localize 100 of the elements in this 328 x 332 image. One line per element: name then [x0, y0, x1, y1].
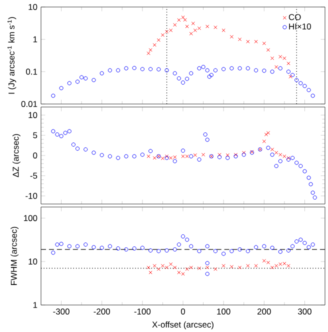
point [51, 129, 56, 134]
point [302, 169, 307, 174]
point [116, 68, 120, 72]
point [262, 68, 266, 73]
point [230, 264, 234, 269]
point [63, 130, 68, 135]
point [213, 68, 218, 72]
point [270, 266, 274, 270]
point [59, 242, 64, 246]
point [185, 24, 189, 28]
point [177, 270, 181, 274]
point [181, 154, 185, 158]
point [278, 54, 282, 59]
point [100, 71, 104, 76]
point [197, 66, 202, 70]
point [262, 140, 266, 144]
point [262, 42, 266, 46]
point [59, 134, 64, 138]
point [282, 262, 286, 266]
point [197, 249, 202, 254]
y-tick-label: 10 [28, 258, 38, 265]
point [173, 155, 177, 159]
point [312, 195, 317, 200]
point [197, 266, 202, 270]
y-axis-title: I (Jy arcsec$^{-1}$ km s$^{-1}$) [8, 17, 16, 94]
point [132, 154, 136, 158]
point [132, 246, 136, 251]
point [164, 30, 169, 34]
point [156, 249, 161, 254]
point [176, 242, 181, 247]
point [206, 266, 210, 270]
point [294, 78, 299, 82]
point [238, 38, 242, 42]
point [203, 132, 208, 137]
point [148, 149, 153, 154]
point [274, 150, 278, 154]
point [183, 18, 187, 22]
point [298, 238, 303, 242]
point [278, 250, 282, 254]
point [189, 244, 194, 248]
point [310, 242, 315, 247]
point [286, 62, 290, 66]
point [282, 154, 286, 158]
x-tick-label: 300 [298, 308, 312, 315]
point [189, 266, 193, 270]
point [80, 75, 84, 80]
point [152, 264, 156, 268]
point [201, 152, 206, 156]
y-axis-title: ΔZ (arcsec) [12, 134, 20, 178]
point [189, 154, 194, 158]
point [222, 252, 226, 256]
point [302, 84, 307, 88]
point [286, 248, 291, 252]
point [100, 153, 104, 158]
x-tick-label: 100 [217, 308, 230, 315]
y-tick-label: 10 [28, 4, 38, 10]
point [266, 146, 270, 150]
point [266, 131, 270, 135]
y-tick-label: -5 [30, 172, 38, 179]
point [274, 164, 278, 168]
point [278, 262, 282, 266]
point [172, 159, 177, 164]
x-tick-label: 200 [258, 308, 271, 315]
point [213, 249, 218, 254]
point [205, 138, 210, 142]
point [254, 68, 258, 72]
point [282, 56, 286, 60]
point [172, 71, 177, 76]
point [270, 152, 274, 157]
x-tick-label: 0 [180, 308, 186, 315]
point [222, 264, 226, 268]
point [176, 76, 181, 80]
point [132, 66, 136, 70]
point [308, 182, 313, 186]
point [169, 262, 173, 266]
point [290, 156, 295, 160]
point [172, 247, 177, 252]
point [75, 244, 80, 248]
point [185, 154, 189, 158]
point [201, 64, 206, 69]
point [140, 246, 144, 250]
point [266, 260, 270, 264]
point [262, 244, 266, 248]
legend-label: HI×10 [289, 24, 311, 30]
point [270, 246, 274, 250]
point [148, 67, 153, 72]
point [205, 68, 210, 72]
point [266, 48, 270, 52]
y-tick-label: -10 [26, 192, 38, 199]
point [164, 248, 169, 252]
point [67, 129, 72, 134]
point [238, 247, 242, 252]
y-tick-label: 0.01 [21, 101, 38, 107]
point [75, 80, 80, 84]
point [238, 66, 242, 70]
point [230, 34, 234, 39]
point [262, 259, 266, 263]
point [264, 132, 268, 136]
y-tick-label: 1 [33, 36, 38, 42]
point [173, 266, 177, 270]
